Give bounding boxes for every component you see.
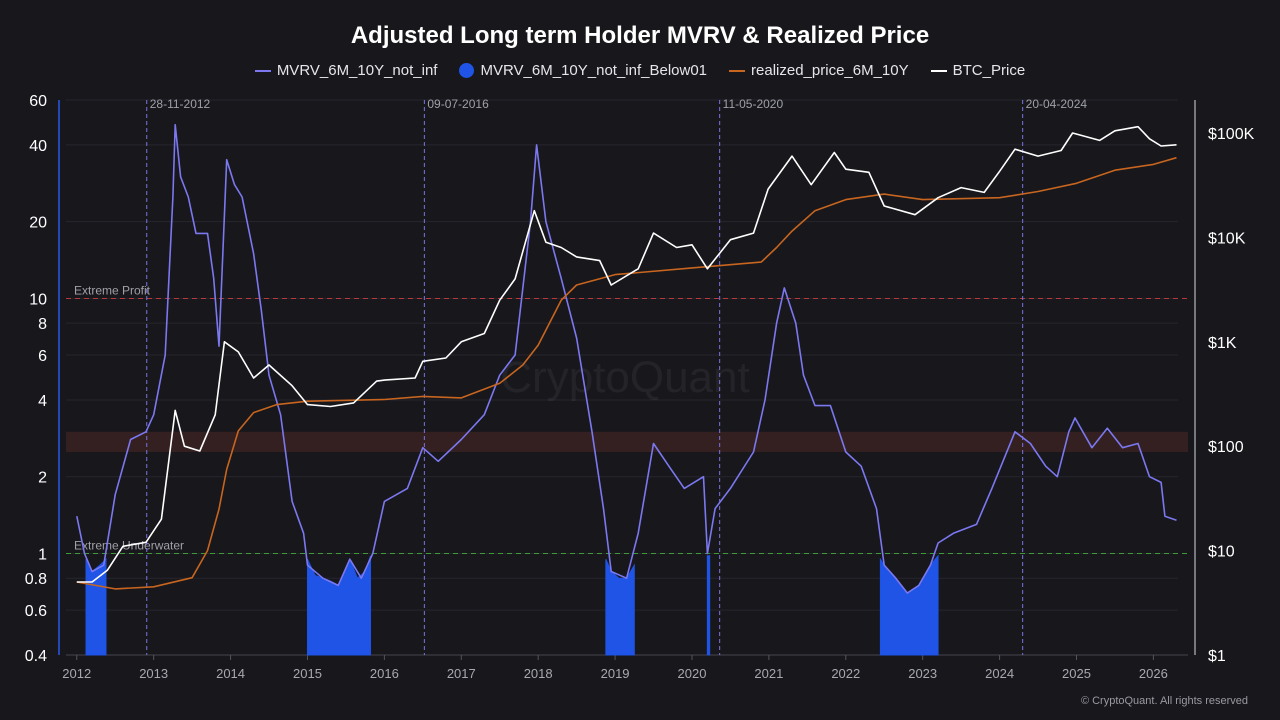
y-left-tick-label: 40 bbox=[29, 138, 47, 155]
x-tick-label: 2022 bbox=[831, 666, 860, 681]
y-left-tick-label: 60 bbox=[29, 93, 47, 110]
reference-line-label: Extreme Profit bbox=[74, 283, 151, 297]
legend-label: realized_price_6M_10Y bbox=[751, 62, 909, 79]
legend: MVRV_6M_10Y_not_inf MVRV_6M_10Y_not_inf_… bbox=[0, 62, 1280, 79]
legend-item-mvrv[interactable]: MVRV_6M_10Y_not_inf bbox=[254, 62, 438, 79]
y-left-tick-label: 1 bbox=[38, 547, 47, 564]
below01-area bbox=[306, 555, 372, 656]
y-left-tick-label: 0.4 bbox=[25, 648, 47, 665]
x-tick-label: 2019 bbox=[601, 666, 630, 681]
x-tick-label: 2012 bbox=[62, 666, 91, 681]
y-left-tick-label: 6 bbox=[38, 348, 47, 365]
highlight-band bbox=[66, 431, 1188, 453]
legend-swatch bbox=[459, 63, 475, 78]
chart-title: Adjusted Long term Holder MVRV & Realize… bbox=[350, 22, 930, 49]
event-label: 11-05-2020 bbox=[723, 97, 784, 111]
copyright-footer: © CryptoQuant. All rights reserved bbox=[1080, 695, 1248, 707]
mvrv-line bbox=[76, 123, 1177, 594]
below01-area bbox=[605, 558, 635, 656]
x-tick-label: 2016 bbox=[370, 666, 399, 681]
legend-item-realized-price[interactable]: realized_price_6M_10Y bbox=[729, 62, 909, 79]
legend-item-below01[interactable]: MVRV_6M_10Y_not_inf_Below01 bbox=[459, 62, 707, 79]
y-right-tick-label: $1K bbox=[1208, 335, 1237, 352]
y-left-tick-label: 0.8 bbox=[25, 571, 47, 588]
y-right-tick-label: $10 bbox=[1208, 544, 1235, 561]
event-label: 20-04-2024 bbox=[1026, 97, 1088, 111]
legend-label: MVRV_6M_10Y_not_inf bbox=[276, 62, 438, 79]
x-tick-label: 2014 bbox=[216, 666, 245, 681]
x-tick-label: 2015 bbox=[293, 666, 322, 681]
x-tick-label: 2025 bbox=[1062, 666, 1091, 681]
legend-swatch bbox=[930, 69, 947, 72]
legend-swatch bbox=[729, 69, 746, 72]
realized-price-line bbox=[76, 156, 1177, 590]
y-right-tick-label: $1 bbox=[1208, 648, 1226, 665]
legend-item-btc-price[interactable]: BTC_Price bbox=[930, 62, 1026, 79]
legend-label: BTC_Price bbox=[952, 62, 1026, 79]
legend-swatch bbox=[254, 69, 271, 72]
y-right-tick-label: $100 bbox=[1208, 439, 1244, 456]
x-tick-label: 2013 bbox=[139, 666, 168, 681]
y-left-tick-label: 8 bbox=[38, 316, 47, 333]
below01-area bbox=[706, 555, 711, 656]
x-tick-label: 2023 bbox=[908, 666, 937, 681]
x-tick-label: 2024 bbox=[985, 666, 1014, 681]
y-right-tick-label: $100K bbox=[1208, 126, 1255, 143]
event-label: 28-11-2012 bbox=[150, 97, 211, 111]
y-left-tick-label: 0.6 bbox=[25, 603, 47, 620]
y-right-tick-label: $10K bbox=[1208, 230, 1246, 247]
below01-area bbox=[85, 558, 107, 656]
legend-label: MVRV_6M_10Y_not_inf_Below01 bbox=[480, 62, 708, 79]
btc-price-line bbox=[76, 125, 1177, 583]
x-tick-label: 2020 bbox=[678, 666, 707, 681]
y-left-tick-label: 10 bbox=[29, 291, 47, 308]
x-tick-label: 2021 bbox=[754, 666, 783, 681]
x-tick-label: 2026 bbox=[1139, 666, 1168, 681]
x-tick-label: 2018 bbox=[524, 666, 553, 681]
y-left-tick-label: 4 bbox=[38, 393, 47, 410]
y-left-tick-label: 2 bbox=[38, 470, 47, 487]
x-tick-label: 2017 bbox=[447, 666, 476, 681]
watermark: CryptoQuant bbox=[500, 353, 749, 402]
event-label: 09-07-2016 bbox=[427, 97, 489, 111]
y-left-tick-label: 20 bbox=[29, 215, 47, 232]
